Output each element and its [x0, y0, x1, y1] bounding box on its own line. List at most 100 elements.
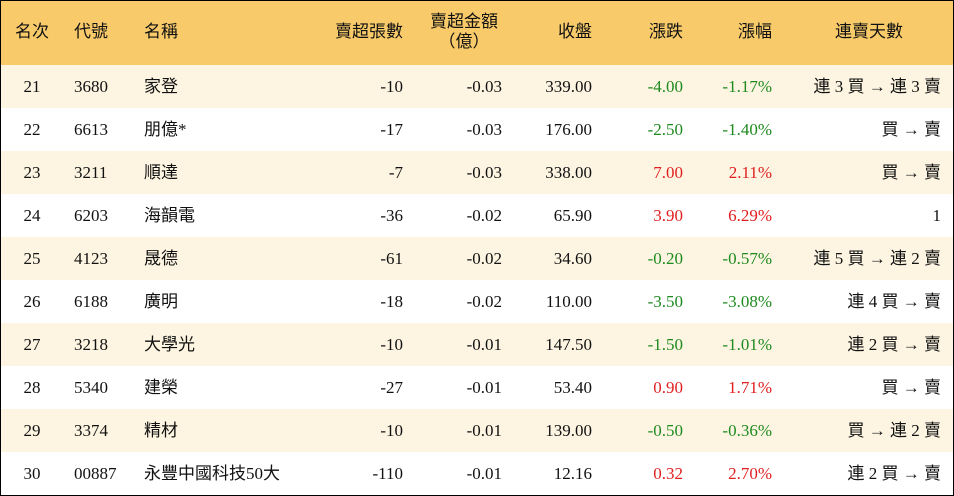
table-cell: -17 — [380, 120, 403, 139]
table-cell: 27 — [23, 335, 41, 354]
table-cell: 連 2 買 → 賣 — [847, 335, 942, 354]
table-cell: -0.03 — [466, 120, 502, 139]
table-cell: -10 — [380, 335, 403, 354]
column-header: 漲幅 — [738, 22, 772, 41]
table-cell: 1 — [932, 206, 942, 225]
table-cell: -0.01 — [466, 464, 502, 483]
table-cell: -3.50 — [647, 292, 683, 311]
table-cell: 家登 — [144, 77, 178, 96]
header-row: 名次 代號 名稱 賣超張數 賣超金額 （億） 收盤 漲跌 漲幅 連賣天數 — [1, 1, 953, 66]
table-row: 27 3218 大學光 -10 -0.01 147.50 -1.50 -1.01% 連 2 買 … — [1, 323, 953, 366]
table-cell: -2.50 — [647, 120, 683, 139]
table-cell: -61 — [380, 249, 403, 268]
table-cell: 26 — [23, 292, 41, 311]
table-cell: 3.90 — [653, 206, 683, 225]
table-cell: 110.00 — [545, 292, 592, 311]
table-cell: 21 — [23, 77, 41, 96]
column-header: 賣超金額 — [430, 12, 498, 31]
table-cell: 00887 — [74, 464, 117, 483]
column-header: 收盤 — [558, 22, 592, 41]
table-cell: 28 — [23, 378, 41, 397]
table-row: 29 3374 精材 -10 -0.01 139.00 -0.50 -0.36% 買 → 連 2… — [1, 409, 953, 452]
table-cell: 1.71% — [728, 378, 772, 397]
table-cell: -7 — [388, 163, 403, 182]
table-cell: 34.60 — [553, 249, 592, 268]
table-cell: 買 → 連 2 賣 — [847, 421, 942, 440]
table-cell: 5340 — [74, 378, 108, 397]
table-cell: -0.36% — [722, 421, 772, 440]
table-cell: -0.02 — [466, 249, 502, 268]
table-cell: -10 — [380, 421, 403, 440]
table-cell: -0.02 — [466, 292, 502, 311]
table-cell: 3374 — [74, 421, 108, 440]
table-cell: 4123 — [74, 249, 108, 268]
table-cell: -0.57% — [722, 249, 772, 268]
table-cell: 339.00 — [545, 77, 592, 96]
table-cell: 連 3 買 → 連 3 賣 — [813, 77, 942, 96]
table-cell: -110 — [372, 464, 403, 483]
table-cell: 6188 — [74, 292, 108, 311]
table-cell: 晟德 — [144, 249, 178, 268]
table-row: 22 6613 朋億* -17 -0.03 176.00 -2.50 -1.40% 買 → 賣 — [1, 108, 953, 151]
column-header: 名次 — [15, 22, 49, 41]
table-cell: 2.70% — [728, 464, 772, 483]
table-cell: 6.29% — [728, 206, 772, 225]
table-row: 28 5340 建榮 -27 -0.01 53.40 0.90 1.71% 買 → 賣 — [1, 366, 953, 409]
table-cell: -1.50 — [647, 335, 683, 354]
table-cell: 6203 — [74, 206, 108, 225]
table-cell: 2.11% — [728, 163, 772, 182]
table-row: 23 3211 順達 -7 -0.03 338.00 7.00 2.11% 買 → 賣 — [1, 151, 953, 194]
table-cell: 精材 — [144, 421, 178, 440]
table-cell: 7.00 — [653, 163, 683, 182]
table-row: 24 6203 海韻電 -36 -0.02 65.90 3.90 6.29% 1 — [1, 194, 953, 237]
table-cell: -0.50 — [647, 421, 683, 440]
table-cell: -0.01 — [466, 421, 502, 440]
table-cell: 買 → 賣 — [881, 120, 942, 139]
table-cell: -1.40% — [722, 120, 772, 139]
column-header: 賣超張數 — [335, 22, 403, 41]
table-cell: 海韻電 — [144, 206, 195, 225]
table-cell: 6613 — [74, 120, 108, 139]
table-cell: 147.50 — [545, 335, 592, 354]
table-cell: -36 — [380, 206, 403, 225]
table-cell: 3211 — [74, 163, 108, 182]
table-cell: -1.01% — [722, 335, 772, 354]
column-header: 名稱 — [144, 22, 178, 41]
table-cell: 買 → 賣 — [881, 163, 942, 182]
table-cell: -0.20 — [647, 249, 683, 268]
table-row: 21 3680 家登 -10 -0.03 339.00 -4.00 -1.17% 連 3 買 →… — [1, 65, 953, 108]
table-cell: 29 — [23, 421, 41, 440]
table-cell: -18 — [380, 292, 403, 311]
table-cell: 3218 — [74, 335, 108, 354]
table-cell: 176.00 — [545, 120, 592, 139]
column-header: 漲跌 — [649, 22, 683, 41]
table-cell: 建榮 — [144, 378, 178, 397]
table-cell: 338.00 — [545, 163, 592, 182]
table-cell: 25 — [23, 249, 41, 268]
table-cell: 0.90 — [653, 378, 683, 397]
table-cell: 53.40 — [553, 378, 592, 397]
table-cell: -0.03 — [466, 77, 502, 96]
table-cell: -3.08% — [722, 292, 772, 311]
table-cell: 3680 — [74, 77, 108, 96]
table-cell: 24 — [23, 206, 41, 225]
table-cell: 139.00 — [545, 421, 592, 440]
table-cell: 23 — [23, 163, 41, 182]
table-cell: 連 2 買 → 賣 — [847, 464, 942, 483]
table-cell: 65.90 — [553, 206, 592, 225]
column-header: 代號 — [74, 22, 108, 41]
column-header: 連賣天數 — [835, 22, 903, 41]
table-cell: -0.01 — [466, 378, 502, 397]
table-cell: 順達 — [144, 163, 178, 182]
column-header: （億） — [438, 32, 490, 51]
table-cell: -10 — [380, 77, 403, 96]
table-row: 25 4123 晟德 -61 -0.02 34.60 -0.20 -0.57% 連 5 買 → … — [1, 237, 953, 280]
table-cell: 朋億* — [144, 120, 187, 139]
table-cell: 大學光 — [144, 335, 195, 354]
table-cell: -0.01 — [466, 335, 502, 354]
table-cell: -27 — [380, 378, 403, 397]
table-cell: 12.16 — [553, 464, 592, 483]
table-cell: 連 5 買 → 連 2 賣 — [813, 249, 942, 268]
table-cell: 買 → 賣 — [881, 378, 942, 397]
